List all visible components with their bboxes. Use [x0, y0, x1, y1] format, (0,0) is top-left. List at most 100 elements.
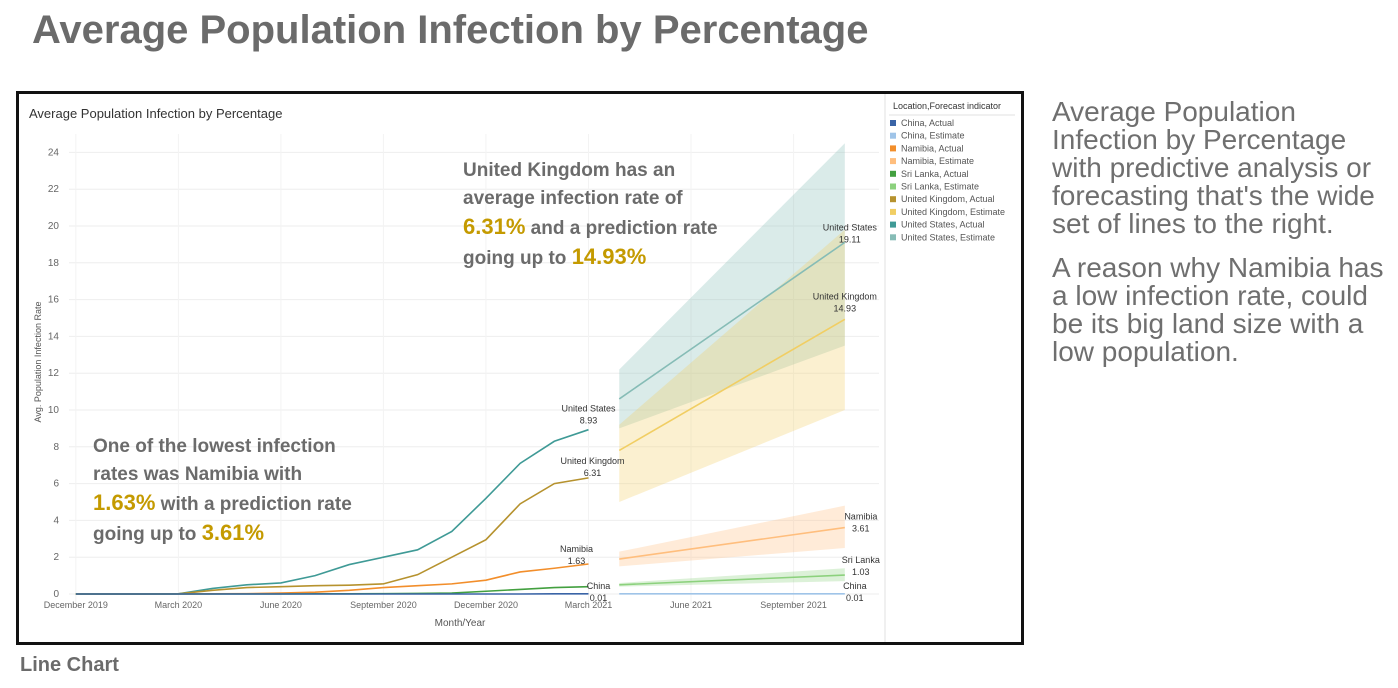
y-tick-label: 14 [48, 331, 60, 342]
x-tick-label: March 2020 [155, 600, 203, 610]
legend-label: United Kingdom, Estimate [901, 207, 1005, 217]
uk-callout-line2: average infection rate of [463, 188, 683, 209]
annotation-value: 14.93 [834, 303, 857, 313]
series-line-sri-lanka-actual [75, 585, 589, 595]
annotation-united-states: United States 8.93 [561, 404, 616, 426]
y-tick-label: 24 [48, 147, 60, 158]
legend-label: China, Estimate [901, 131, 965, 141]
legend-swatch [890, 196, 896, 203]
band-united-kingdom-estimate [619, 229, 845, 502]
annotation-name: Sri Lanka [842, 555, 880, 565]
legend-swatch [890, 120, 896, 126]
annotation-value: 3.61 [852, 524, 870, 534]
x-axis-label: Month/Year [435, 618, 486, 629]
annotation-name: United Kingdom [813, 291, 877, 301]
annotation-value: 0.01 [846, 593, 864, 603]
uk-callout-value2: 14.93% [571, 244, 647, 269]
line-chart: United States 8.93 United Kingdom 6.31 Namib… [29, 94, 1015, 642]
annotation-united-kingdom: United Kingdom 6.31 [560, 456, 624, 478]
legend-item-china-actual[interactable]: China, Actual [890, 118, 954, 128]
legend-swatch [890, 158, 896, 165]
legend-item-namibia-actual[interactable]: Namibia, Actual [890, 143, 964, 153]
uk-callout-value1: 6.31% [463, 214, 526, 239]
side-notes: Average Population Infection by Percenta… [1052, 98, 1392, 382]
uk-callout: United Kingdom has an average infection … [463, 157, 718, 273]
namibia-callout-line1: One of the lowest infection [93, 436, 336, 457]
legend-swatch [890, 234, 896, 241]
namibia-callout: One of the lowest infection rates was Na… [93, 433, 352, 549]
legend-label: Sri Lanka, Estimate [901, 182, 979, 192]
namibia-callout-value1: 1.63% [93, 490, 156, 515]
legend-swatch [890, 221, 896, 228]
namibia-callout-line2: rates was Namibia with [93, 464, 303, 485]
legend-swatch [890, 132, 896, 139]
chart-caption: Line Chart [20, 654, 119, 676]
annotation-namibia: Namibia 1.63 [560, 544, 593, 566]
annotation-china: China 0.01 [843, 581, 867, 603]
legend-label: United States, Estimate [901, 232, 995, 242]
x-tick-label: June 2020 [260, 600, 302, 610]
legend-item-united-kingdom-actual[interactable]: United Kingdom, Actual [890, 194, 995, 204]
namibia-callout-line4: going up to [93, 524, 202, 545]
y-tick-label: 12 [48, 368, 60, 379]
y-tick-label: 4 [53, 515, 59, 526]
legend-label: United Kingdom, Actual [901, 194, 995, 204]
x-tick-label: December 2019 [44, 600, 108, 610]
uk-callout-line4: going up to [463, 248, 572, 269]
annotation-name: China [843, 581, 867, 591]
annotation-united-states: United States 19.11 [823, 222, 878, 244]
x-tick-label: March 2021 [565, 600, 613, 610]
legend-item-sri-lanka-actual[interactable]: Sri Lanka, Actual [890, 169, 969, 179]
annotation-namibia: Namibia 3.61 [844, 512, 877, 534]
annotation-name: United States [561, 404, 616, 414]
annotation-name: China [587, 581, 611, 591]
y-tick-label: 10 [48, 405, 60, 416]
slide-title: Average Population Infection by Percenta… [32, 8, 869, 52]
legend-item-united-kingdom-estimate[interactable]: United Kingdom, Estimate [890, 207, 1005, 217]
legend-label: Sri Lanka, Actual [901, 169, 969, 179]
annotation-sri-lanka: Sri Lanka 1.03 [842, 555, 880, 577]
annotation-value: 0.01 [590, 593, 608, 603]
y-tick-label: 22 [48, 184, 60, 195]
annotation-value: 8.93 [580, 416, 598, 426]
uk-callout-line1: United Kingdom has an [463, 160, 676, 181]
side-note-2: A reason why Namibia has a low infection… [1052, 252, 1384, 367]
legend-item-united-states-estimate[interactable]: United States, Estimate [890, 232, 995, 242]
y-tick-label: 16 [48, 295, 60, 306]
legend-title: Location,Forecast indicator [893, 101, 1001, 111]
annotation-name: Namibia [844, 512, 877, 522]
annotation-united-kingdom: United Kingdom 14.93 [813, 291, 877, 313]
legend-item-china-estimate[interactable]: China, Estimate [890, 131, 965, 141]
namibia-callout-line3: with a prediction rate [155, 494, 352, 515]
x-tick-label: June 2021 [670, 600, 712, 610]
chart-title: Average Population Infection by Percenta… [29, 106, 282, 121]
annotation-value: 1.63 [568, 556, 586, 566]
y-tick-label: 0 [53, 589, 59, 600]
band-united-states-estimate [619, 143, 845, 429]
legend-label: Namibia, Estimate [901, 156, 974, 166]
y-tick-label: 2 [53, 552, 59, 563]
legend-item-namibia-estimate[interactable]: Namibia, Estimate [890, 156, 974, 166]
legend-swatch [890, 145, 896, 152]
legend-label: China, Actual [901, 118, 954, 128]
series-line-sri-lanka-estimate [619, 574, 845, 586]
x-tick-label: December 2020 [454, 600, 518, 610]
legend-label: Namibia, Actual [901, 143, 964, 153]
series-line-namibia-estimate [619, 526, 845, 560]
annotation-value: 1.03 [852, 567, 870, 577]
legend-swatch [890, 183, 896, 190]
side-note-1: Average Population Infection by Percenta… [1052, 96, 1375, 239]
y-tick-label: 8 [53, 442, 59, 453]
x-tick-label: September 2020 [350, 600, 417, 610]
series-line-united-kingdom-estimate [618, 318, 846, 452]
legend-item-united-states-actual[interactable]: United States, Actual [890, 220, 985, 230]
uk-callout-line3: and a prediction rate [525, 218, 718, 239]
x-tick-label: September 2021 [760, 600, 827, 610]
annotation-name: United States [823, 222, 878, 232]
chart-frame: United States 8.93 United Kingdom 6.31 Namib… [16, 91, 1024, 645]
legend-label: United States, Actual [901, 220, 985, 230]
annotation-name: United Kingdom [560, 456, 624, 466]
legend-item-sri-lanka-estimate[interactable]: Sri Lanka, Estimate [890, 182, 979, 192]
legend-swatch [890, 170, 896, 177]
annotation-name: Namibia [560, 544, 593, 554]
